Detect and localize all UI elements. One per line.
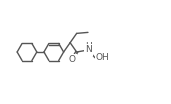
Text: O: O	[69, 55, 76, 64]
Text: N: N	[85, 45, 92, 54]
Text: H: H	[85, 42, 92, 51]
Text: OH: OH	[96, 53, 110, 62]
